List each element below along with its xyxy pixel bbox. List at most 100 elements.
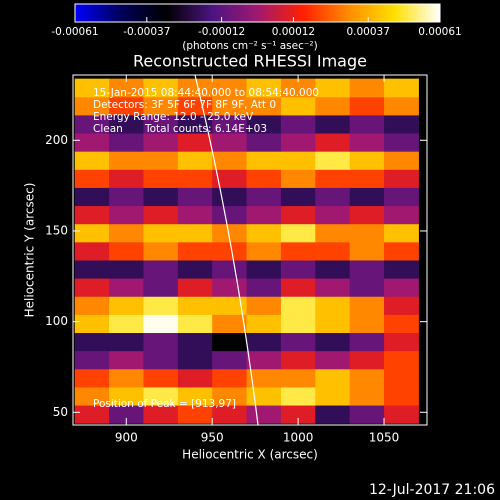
colorbar-swatch bbox=[175, 4, 178, 22]
plot-frame bbox=[72, 74, 428, 426]
colorbar-swatch bbox=[425, 4, 428, 22]
heatmap-cell bbox=[109, 78, 144, 98]
heatmap-cell bbox=[280, 114, 316, 134]
colorbar-swatch bbox=[312, 4, 316, 22]
heatmap-cell bbox=[143, 368, 179, 388]
heatmap-cell bbox=[143, 296, 179, 315]
heatmap-cell bbox=[280, 278, 316, 297]
heatmap-cell bbox=[212, 296, 248, 315]
heatmap-cell bbox=[315, 296, 351, 315]
heatmap-cell bbox=[315, 96, 351, 116]
heatmap-cell bbox=[177, 151, 213, 170]
heatmap-cell bbox=[384, 386, 419, 406]
x-tick-label: 1000 bbox=[283, 431, 314, 445]
heatmap-cell bbox=[384, 151, 419, 170]
colorbar-swatch bbox=[380, 4, 383, 22]
colorbar-swatch bbox=[352, 4, 356, 22]
colorbar-tick-label: 0.00012 bbox=[272, 26, 315, 38]
heatmap-cell bbox=[246, 205, 282, 225]
heatmap-cell bbox=[280, 314, 316, 334]
colorbar-swatch bbox=[225, 4, 228, 22]
heatmap-cell bbox=[315, 151, 351, 170]
heatmap-cell bbox=[143, 386, 179, 406]
heatmap-cell bbox=[212, 223, 248, 243]
colorbar-swatch bbox=[230, 4, 233, 22]
colorbar-swatch bbox=[107, 4, 111, 22]
colorbar-swatch bbox=[97, 4, 101, 22]
heatmap-cell bbox=[349, 350, 385, 370]
colorbar-swatch bbox=[205, 4, 208, 22]
colorbar-swatch bbox=[147, 4, 151, 22]
colorbar-swatch bbox=[342, 4, 346, 22]
colorbar-swatch bbox=[362, 4, 366, 22]
colorbar-swatch bbox=[157, 4, 161, 22]
y-tick-label: 100 bbox=[45, 314, 68, 328]
heatmap-cell bbox=[246, 332, 282, 352]
annotation: Position of Peak = [913,97] bbox=[93, 398, 236, 410]
heatmap-cell bbox=[74, 386, 110, 406]
colorbar-swatch bbox=[117, 4, 121, 22]
heatmap-cell bbox=[384, 368, 419, 388]
heatmap-cell bbox=[280, 223, 316, 243]
colorbar-swatch bbox=[195, 4, 198, 22]
heatmap-cell bbox=[384, 205, 419, 225]
colorbar-tick-label: 0.00061 bbox=[418, 26, 461, 38]
heatmap-cell bbox=[177, 133, 213, 152]
heatmap-cell bbox=[315, 278, 351, 297]
colorbar-swatch bbox=[77, 4, 81, 22]
x-tick-label: 900 bbox=[115, 431, 138, 445]
heatmap-cell bbox=[280, 350, 316, 370]
colorbar-swatch bbox=[265, 4, 268, 22]
colorbar-swatch bbox=[292, 4, 296, 22]
heatmap-cell bbox=[212, 78, 248, 98]
heatmap-cell bbox=[177, 114, 213, 134]
heatmap-cell bbox=[315, 223, 351, 243]
colorbar-swatch bbox=[417, 4, 421, 22]
heatmap-cell bbox=[384, 259, 419, 279]
colorbar-swatch bbox=[275, 4, 278, 22]
colorbar-swatch bbox=[102, 4, 106, 22]
heatmap-cell bbox=[246, 151, 282, 170]
heatmap-cell bbox=[315, 169, 351, 188]
colorbar-swatch bbox=[347, 4, 351, 22]
colorbar-swatch bbox=[187, 4, 191, 22]
heatmap-cell bbox=[143, 114, 179, 134]
heatmap-cell bbox=[349, 278, 385, 297]
heatmap-cell bbox=[246, 187, 282, 207]
colorbar-swatch bbox=[235, 4, 238, 22]
heatmap-cell bbox=[384, 350, 419, 370]
colorbar-swatch bbox=[315, 4, 318, 22]
heatmap-cell bbox=[349, 187, 385, 207]
colorbar-swatch bbox=[85, 4, 88, 22]
heatmap-cell bbox=[280, 296, 316, 315]
heatmap-cell bbox=[177, 278, 213, 297]
colorbar-swatch bbox=[197, 4, 201, 22]
heatmap-cell bbox=[315, 205, 351, 225]
heatmap-cell bbox=[349, 368, 385, 388]
heatmap-cell bbox=[212, 114, 248, 134]
heatmap-cell bbox=[212, 259, 248, 279]
heatmap-cell bbox=[109, 187, 144, 207]
colorbar-swatch bbox=[262, 4, 266, 22]
heatmap-cell bbox=[349, 169, 385, 188]
colorbar-swatch bbox=[280, 4, 283, 22]
heatmap-cell bbox=[177, 78, 213, 98]
heatmap-cell bbox=[315, 259, 351, 279]
colorbar-swatch bbox=[145, 4, 148, 22]
heatmap-cell bbox=[177, 350, 213, 370]
heatmap-cell bbox=[74, 223, 110, 243]
heatmap-cell bbox=[315, 350, 351, 370]
colorbar-swatch bbox=[302, 4, 306, 22]
colorbar-swatch bbox=[267, 4, 271, 22]
heatmap-cell bbox=[74, 332, 110, 352]
colorbar-swatch bbox=[192, 4, 196, 22]
colorbar-swatch bbox=[247, 4, 251, 22]
colorbar-swatch bbox=[327, 4, 331, 22]
heatmap-cell bbox=[74, 96, 110, 116]
heatmap-cell bbox=[246, 368, 282, 388]
colorbar-swatch bbox=[180, 4, 183, 22]
colorbar-swatch bbox=[305, 4, 308, 22]
heatmap-cell bbox=[109, 151, 144, 170]
colorbar-swatch bbox=[310, 4, 313, 22]
colorbar-swatch bbox=[217, 4, 221, 22]
